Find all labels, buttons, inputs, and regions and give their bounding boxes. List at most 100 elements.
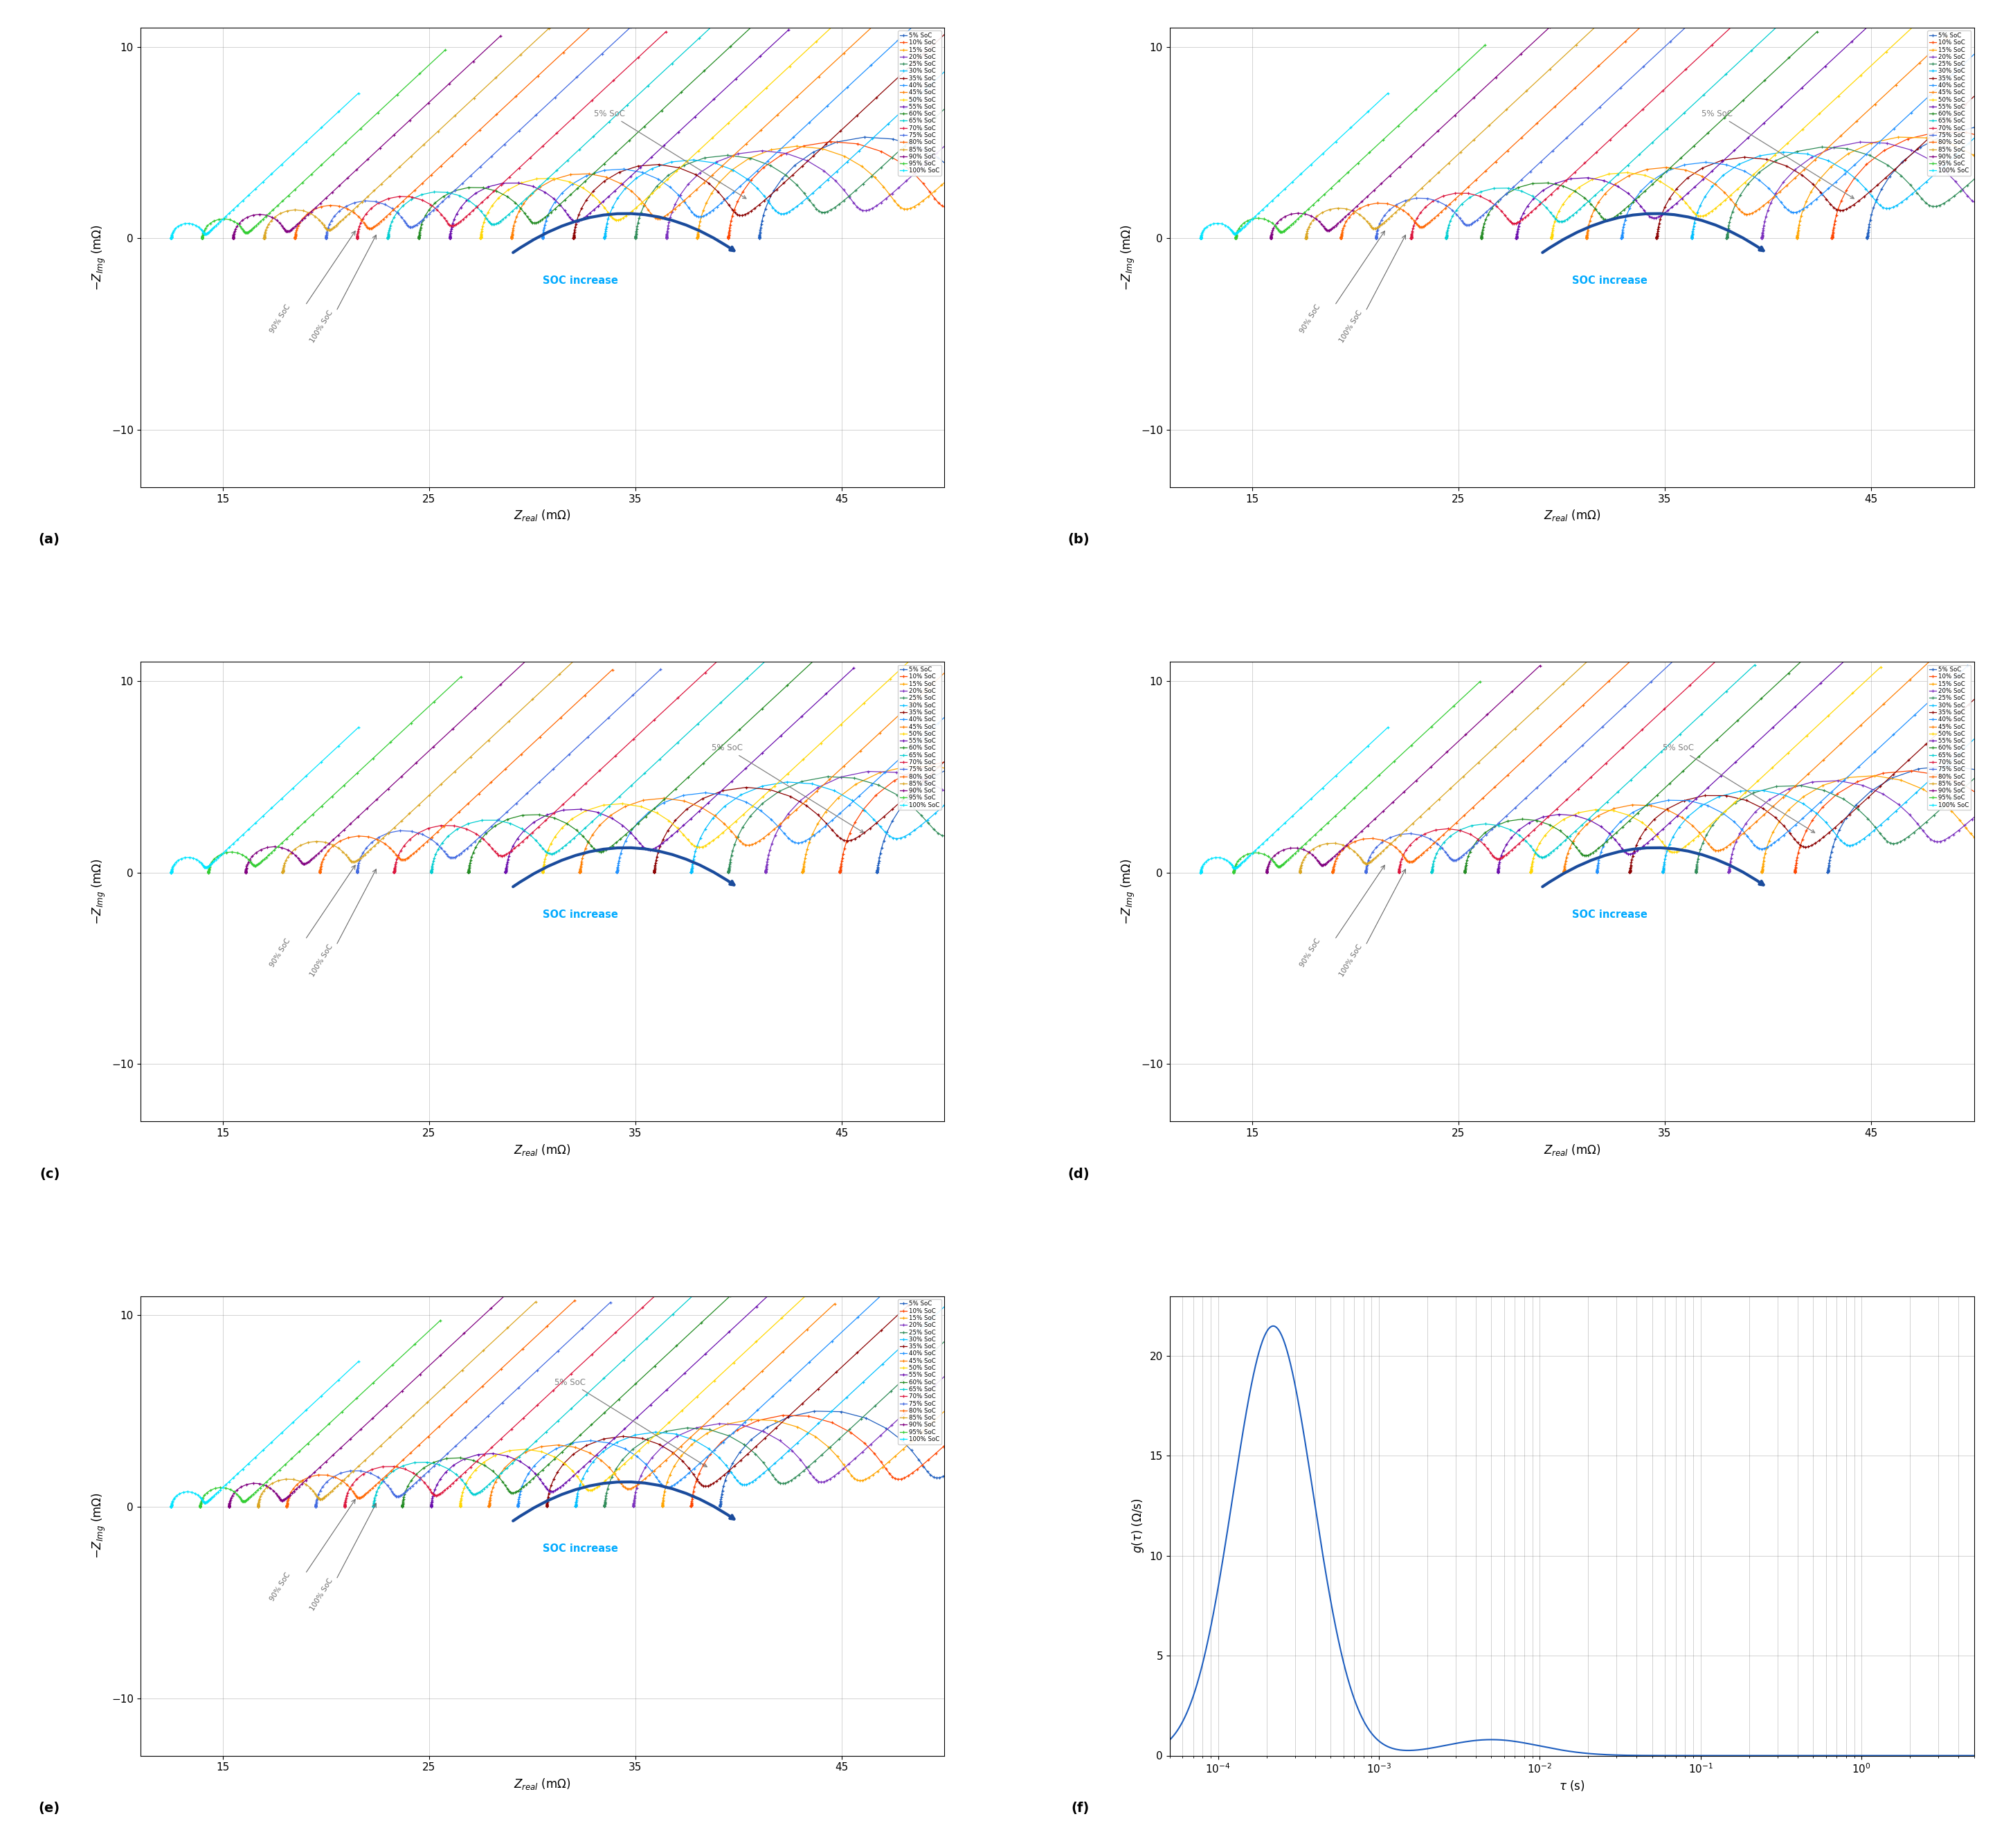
15% SoC: [1972, 828, 1996, 850]
10% SoC: [828, 861, 852, 883]
15% SoC: [1966, 828, 1990, 850]
15% SoC: [1864, 765, 1888, 787]
20% SoC: [1950, 179, 1974, 201]
5% SoC: [1816, 859, 1840, 881]
X-axis label: $\tau$ (s): $\tau$ (s): [1559, 1780, 1585, 1793]
70% SoC: [383, 854, 407, 876]
10% SoC: [1950, 772, 1974, 795]
60% SoC: [641, 798, 665, 821]
20% SoC: [1717, 859, 1741, 881]
30% SoC: [1986, 706, 2004, 728]
30% SoC: [908, 815, 932, 837]
15% SoC: [1749, 859, 1774, 881]
75% SoC: [469, 155, 493, 177]
35% SoC: [551, 1453, 575, 1475]
10% SoC: [1822, 213, 1846, 235]
15% SoC: [685, 225, 709, 248]
5% SoC: [709, 1484, 733, 1506]
10% SoC: [1784, 854, 1808, 876]
20% SoC: [1717, 859, 1741, 881]
5% SoC: [1828, 819, 1852, 841]
5% SoC: [916, 1460, 940, 1482]
5% SoC: [958, 177, 982, 200]
10% SoC: [1784, 850, 1808, 872]
50% SoC: [1567, 802, 1591, 824]
90% SoC: [1291, 839, 1315, 861]
25% SoC: [715, 861, 739, 883]
15% SoC: [1786, 227, 1810, 249]
60% SoC: [1599, 207, 1623, 229]
15% SoC: [792, 857, 816, 880]
Legend: 5% SoC, 10% SoC, 15% SoC, 20% SoC, 25% SoC, 30% SoC, 35% SoC, 40% SoC, 45% SoC, : 5% SoC, 10% SoC, 15% SoC, 20% SoC, 25% S…: [898, 1299, 942, 1443]
60% SoC: [407, 227, 431, 249]
5% SoC: [876, 821, 900, 843]
Text: (e): (e): [38, 1802, 60, 1815]
20% SoC: [1960, 188, 1984, 211]
5% SoC: [866, 861, 890, 883]
25% SoC: [749, 793, 774, 815]
95% SoC: [224, 1482, 248, 1504]
10% SoC: [715, 227, 739, 249]
25% SoC: [593, 1495, 617, 1517]
Y-axis label: $-Z_{Img}$ (m$\Omega$): $-Z_{Img}$ (m$\Omega$): [90, 1493, 108, 1560]
70% SoC: [1387, 859, 1411, 881]
25% SoC: [1715, 227, 1739, 249]
35% SoC: [725, 203, 749, 225]
40% SoC: [593, 159, 617, 181]
10% SoC: [1784, 859, 1808, 881]
45% SoC: [942, 652, 966, 675]
15% SoC: [1812, 774, 1836, 796]
45% SoC: [1575, 227, 1599, 249]
Line: 65% SoC: 65% SoC: [429, 649, 780, 874]
10% SoC: [1968, 785, 1992, 808]
20% SoC: [930, 778, 954, 800]
20% SoC: [1743, 800, 1768, 822]
55% SoC: [842, 658, 866, 680]
Line: 60% SoC: 60% SoC: [467, 656, 818, 874]
15% SoC: [1890, 769, 1914, 791]
10% SoC: [717, 224, 741, 246]
85% SoC: [509, 44, 533, 67]
35% SoC: [535, 1495, 559, 1517]
10% SoC: [830, 850, 854, 872]
10% SoC: [852, 798, 876, 821]
40% SoC: [665, 1471, 689, 1493]
15% SoC: [685, 225, 709, 248]
5% SoC: [739, 1429, 764, 1451]
100% SoC: [1222, 856, 1246, 878]
30% SoC: [563, 1495, 587, 1517]
15% SoC: [1786, 224, 1810, 246]
15% SoC: [810, 137, 834, 159]
95% SoC: [240, 854, 265, 876]
10% SoC: [828, 856, 852, 878]
15% SoC: [1912, 778, 1936, 800]
Line: 40% SoC: 40% SoC: [541, 9, 930, 240]
35% SoC: [820, 819, 844, 841]
15% SoC: [1786, 227, 1810, 249]
40% SoC: [876, 1279, 900, 1301]
5% SoC: [709, 1491, 733, 1514]
70% SoC: [1403, 211, 1427, 233]
65% SoC: [377, 227, 401, 249]
20% SoC: [788, 789, 812, 811]
Line: 85% SoC: 85% SoC: [263, 26, 551, 240]
50% SoC: [531, 856, 555, 878]
35% SoC: [1617, 861, 1641, 883]
10% SoC: [936, 750, 960, 772]
80% SoC: [361, 216, 385, 238]
75% SoC: [1455, 214, 1479, 237]
35% SoC: [675, 798, 699, 821]
5% SoC: [902, 782, 926, 804]
70% SoC: [653, 20, 677, 43]
Line: 35% SoC: 35% SoC: [545, 1303, 910, 1508]
10% SoC: [902, 163, 926, 185]
20% SoC: [623, 1484, 647, 1506]
Text: SOC increase: SOC increase: [1571, 909, 1647, 920]
Line: 90% SoC: 90% SoC: [244, 656, 531, 874]
20% SoC: [1900, 139, 1924, 161]
30% SoC: [681, 848, 705, 870]
5% SoC: [721, 1453, 745, 1475]
25% SoC: [717, 859, 741, 881]
Line: 15% SoC: 15% SoC: [1796, 135, 2004, 240]
90% SoC: [1311, 854, 1335, 876]
